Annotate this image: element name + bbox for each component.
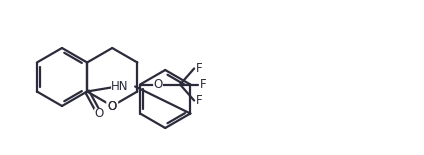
- Text: HN: HN: [112, 80, 129, 93]
- Text: O: O: [95, 107, 104, 120]
- FancyBboxPatch shape: [153, 78, 163, 91]
- Text: O: O: [108, 100, 117, 113]
- Text: F: F: [200, 78, 206, 91]
- Text: F: F: [196, 94, 202, 107]
- Text: O: O: [108, 100, 117, 113]
- Text: O: O: [153, 78, 163, 91]
- Text: F: F: [196, 62, 202, 75]
- FancyBboxPatch shape: [94, 108, 104, 119]
- FancyBboxPatch shape: [111, 80, 129, 93]
- FancyBboxPatch shape: [106, 100, 118, 112]
